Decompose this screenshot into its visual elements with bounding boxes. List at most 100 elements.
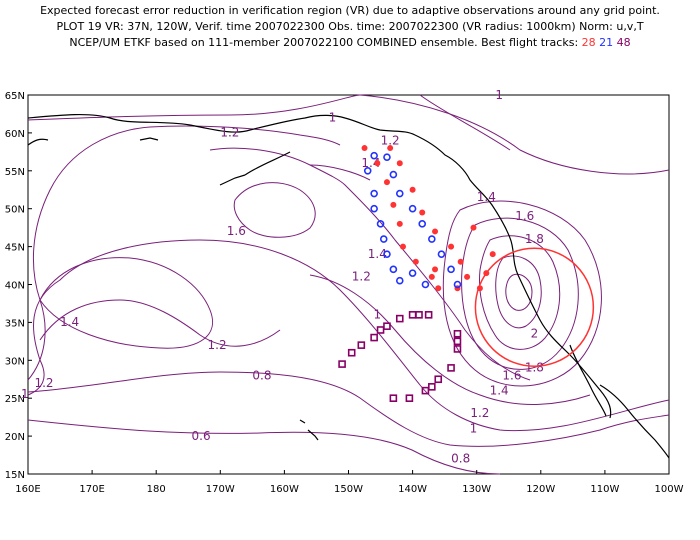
contour-label: 0.8 xyxy=(252,368,271,382)
track-28-point xyxy=(435,285,442,292)
track-21-label: 21 xyxy=(599,36,614,49)
contour-label: 1.4 xyxy=(490,383,509,397)
flight-track-layer xyxy=(338,145,496,403)
contour-0.8-bottom xyxy=(27,371,670,447)
track-48-point xyxy=(428,383,436,391)
track-21-point xyxy=(408,204,417,213)
track-28-point xyxy=(412,258,419,265)
alaska-peninsula xyxy=(244,151,291,176)
contour-label: 1.8 xyxy=(525,232,544,246)
contour-label-layer: 1.211.21.411.61.41.41.61.81.21.41.2121.8… xyxy=(21,88,544,466)
contour-1.2-right xyxy=(309,274,591,405)
contour-label: 1.4 xyxy=(368,247,387,261)
contour-label: 1.2 xyxy=(470,406,489,420)
track-21-point xyxy=(363,167,372,175)
contour-1.8-ring xyxy=(479,235,561,350)
track-28-point xyxy=(448,243,455,250)
track-48-point xyxy=(347,348,356,357)
lat-label: 35N xyxy=(5,318,25,329)
contour-label: 1.2 xyxy=(34,376,53,390)
track-21-point xyxy=(370,151,378,160)
track-48-point xyxy=(383,322,391,330)
track-21-point xyxy=(379,235,388,243)
track-28-point xyxy=(361,145,368,152)
track-48-point xyxy=(405,394,414,403)
track-48-label: 48 xyxy=(616,36,631,49)
contour-1.4-ring xyxy=(442,200,602,387)
contour-label: 2 xyxy=(531,327,539,341)
track-48-point xyxy=(376,326,385,334)
track-21-point xyxy=(370,204,378,213)
track-21-point xyxy=(421,280,430,289)
latitude-axis-labels: 65N 60N 55N 50N 45N 40N 35N 30N 25N 20N 15N xyxy=(5,91,32,481)
track-48-point xyxy=(453,329,462,338)
track-21-point xyxy=(395,276,404,285)
track-48-point xyxy=(370,333,378,342)
contour-label: 1 xyxy=(329,111,337,125)
lon-label: 170E xyxy=(79,484,104,495)
lon-label: 160W xyxy=(270,484,299,495)
track-28-point xyxy=(390,201,397,208)
track-21-point xyxy=(389,265,398,274)
track-21-point xyxy=(383,250,391,258)
lon-label: 110W xyxy=(590,484,619,495)
track-28-point xyxy=(387,145,394,152)
lon-label: 120W xyxy=(526,484,555,495)
lon-label: 100W xyxy=(655,484,684,495)
aleutian-1 xyxy=(139,137,159,141)
lon-label: 140W xyxy=(398,484,427,495)
lat-label: 65N xyxy=(5,91,25,102)
track-48-point xyxy=(357,341,366,349)
contour-label: 1 xyxy=(470,421,478,435)
contour-label: 1.6 xyxy=(515,209,534,223)
mexico-coast xyxy=(599,384,670,459)
track-28-point xyxy=(464,273,471,280)
track-48-point xyxy=(434,375,443,384)
track-28-point xyxy=(409,186,416,193)
track-21-point xyxy=(447,265,455,274)
contour-1.4-upper xyxy=(309,164,371,181)
contour-label: 1 xyxy=(21,387,29,401)
lon-label: 150W xyxy=(334,484,363,495)
contour-label: 1.6 xyxy=(227,224,246,238)
track-28-point xyxy=(457,258,464,265)
contour-lines xyxy=(27,94,670,475)
track-28-point xyxy=(489,251,496,258)
contour-label: 1.6 xyxy=(502,368,521,382)
coastlines xyxy=(27,113,670,459)
contour-label: 1 xyxy=(495,88,503,102)
lon-label: 130W xyxy=(462,484,491,495)
track-48-point xyxy=(447,364,455,372)
lat-label: 20N xyxy=(5,432,25,443)
track-21-point xyxy=(395,189,404,198)
track-48-point xyxy=(338,360,346,368)
lat-label: 55N xyxy=(5,167,25,178)
track-28-label: 28 xyxy=(581,36,596,49)
plot-title-line-1: Expected forecast error reduction in ver… xyxy=(40,4,660,17)
track-21-point xyxy=(389,170,398,179)
contour-1-loop xyxy=(27,239,670,432)
track-28-point xyxy=(428,273,435,280)
contour-label: 1.4 xyxy=(361,156,380,170)
contour-1-upper xyxy=(419,94,511,151)
contour-1.4-left xyxy=(39,257,213,349)
contour-label: 1.8 xyxy=(525,361,544,375)
contour-1.6 xyxy=(233,182,316,238)
track-28-point xyxy=(383,179,390,186)
contour-1-top xyxy=(27,94,361,121)
lat-label: 50N xyxy=(5,205,25,216)
track-21-point xyxy=(418,220,427,228)
track-48-point xyxy=(424,311,433,319)
contour-0.6 xyxy=(27,419,501,475)
plot-title-line-3: NCEP/UM ETKF based on 111-member 2007022… xyxy=(0,36,700,49)
contour-1.2-outer xyxy=(27,125,341,381)
track-48-point xyxy=(421,386,430,395)
track-48-point xyxy=(415,311,423,319)
track-48-point xyxy=(453,337,462,346)
contour-label: 1 xyxy=(374,308,382,322)
lat-label: 15N xyxy=(5,470,25,481)
contour-1.2-loop xyxy=(39,299,281,347)
track-48-point xyxy=(389,394,398,403)
